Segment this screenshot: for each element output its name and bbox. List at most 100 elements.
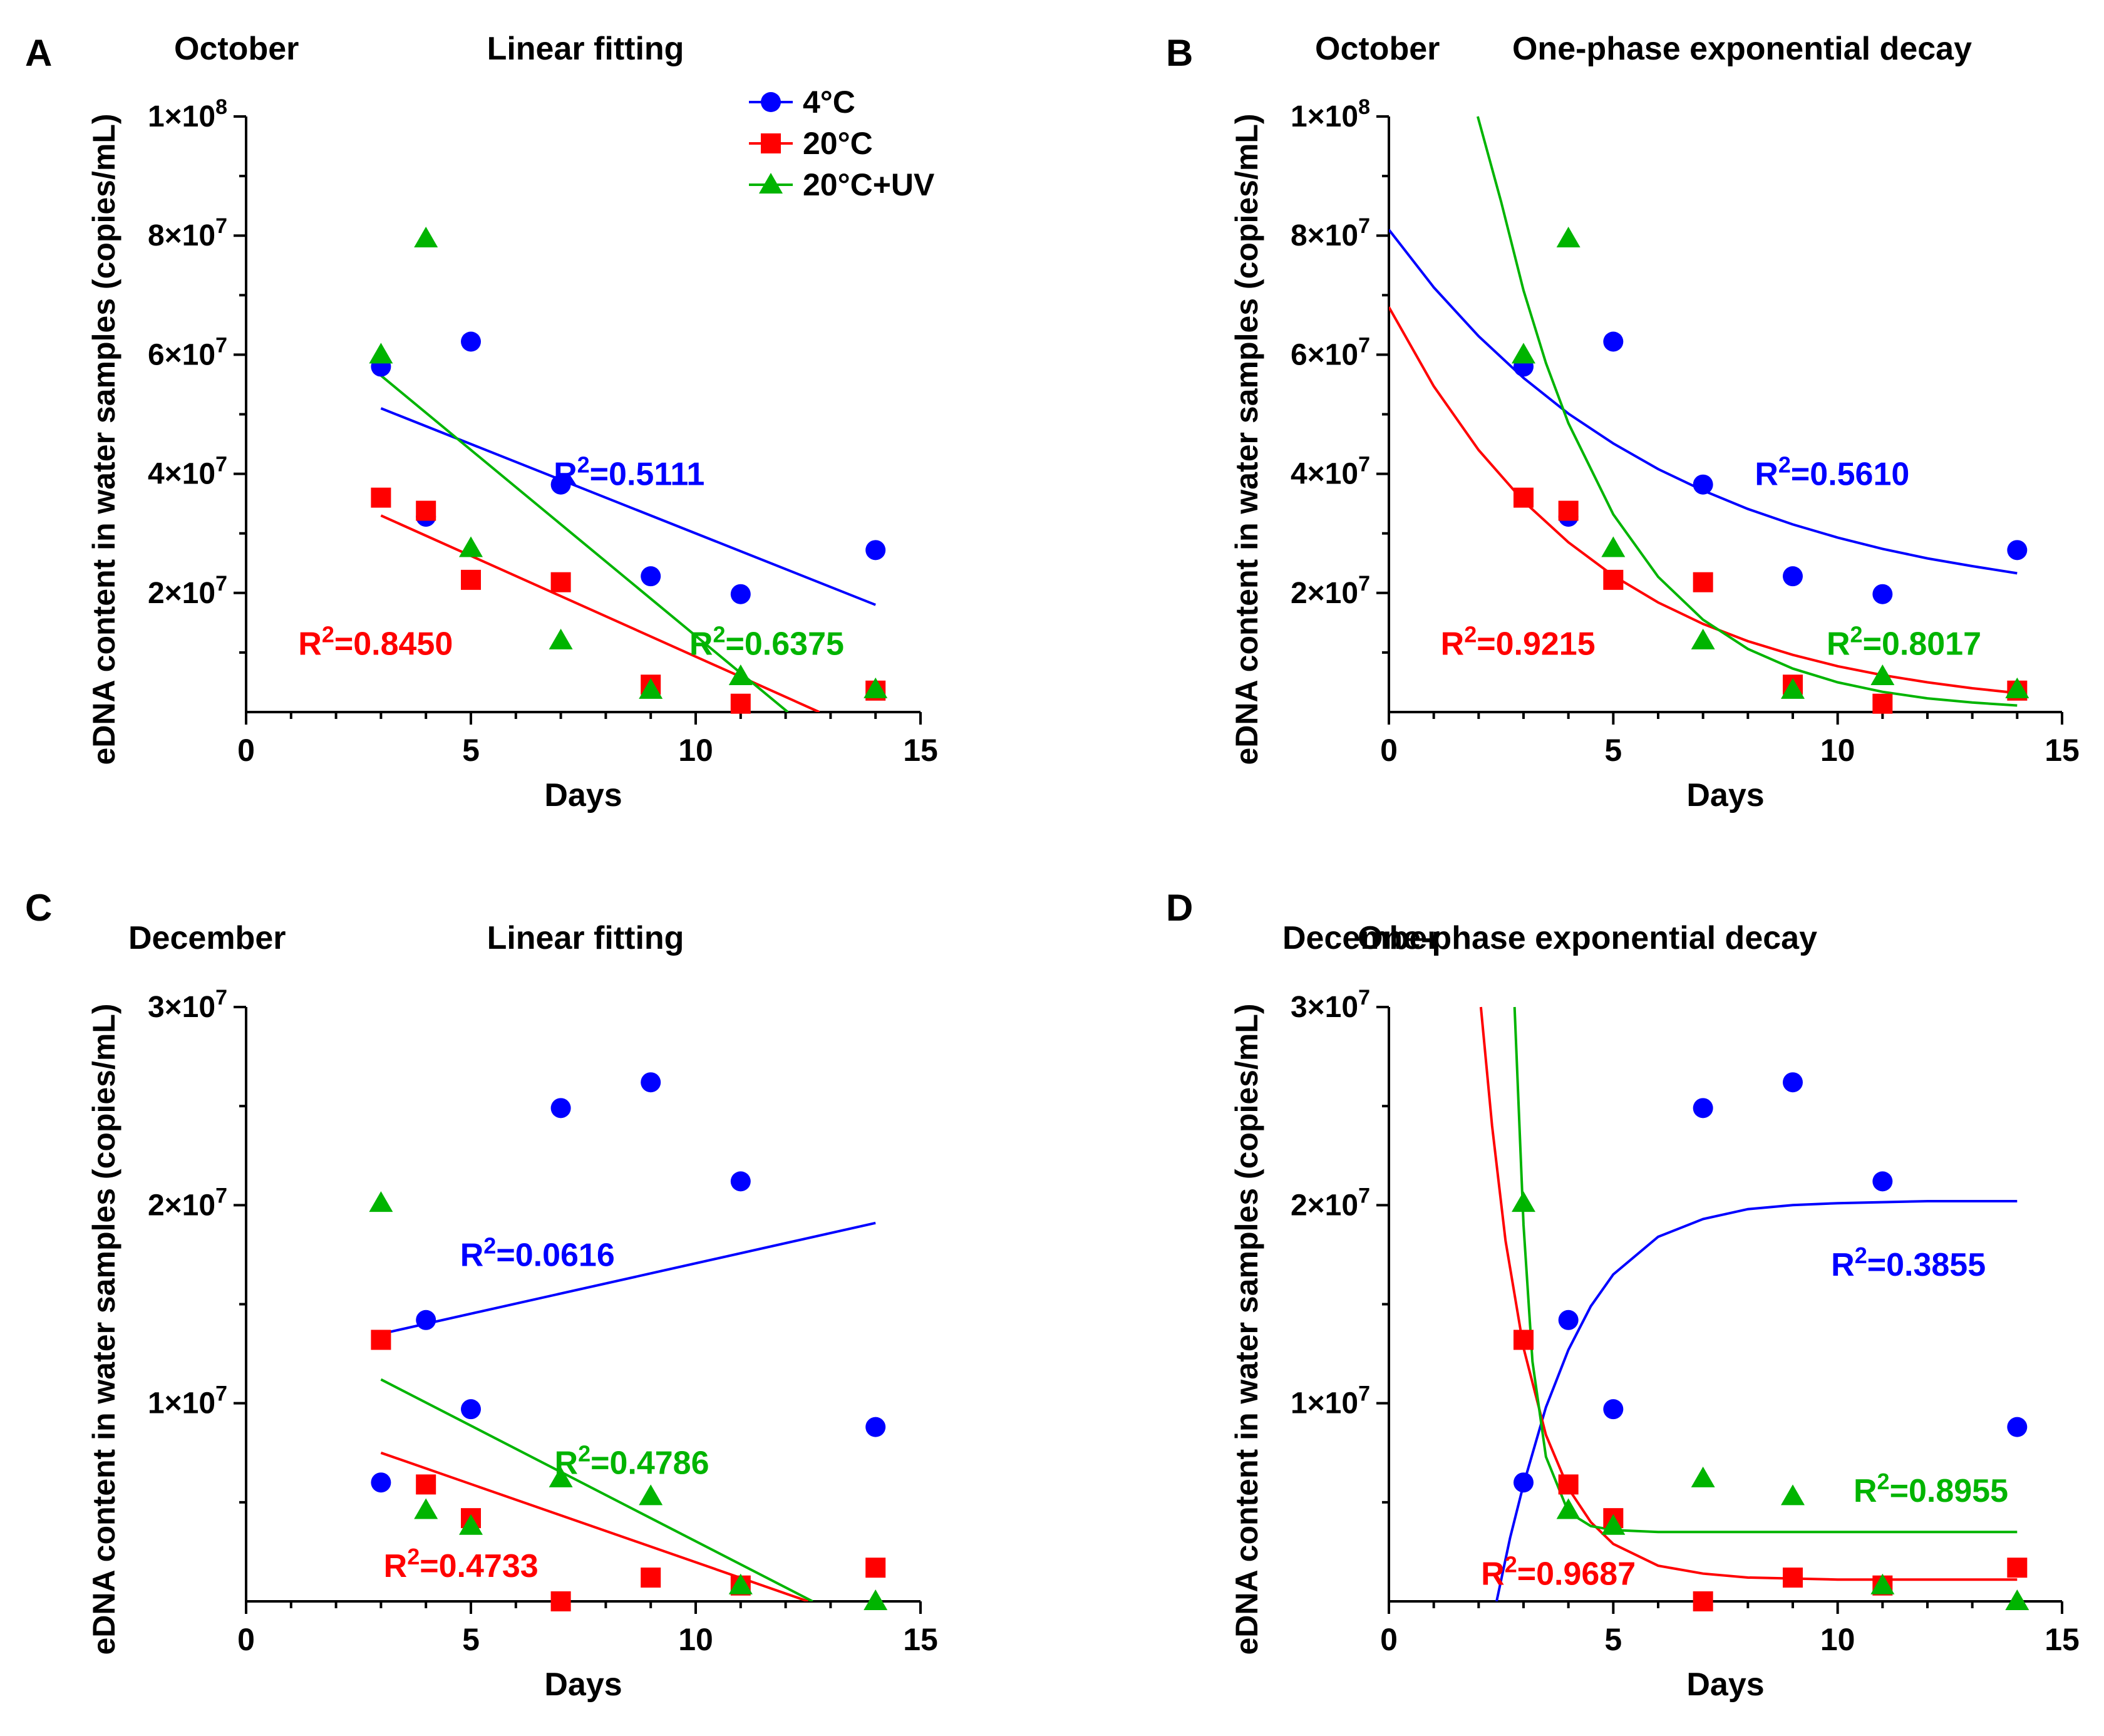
y-axis-label: eDNA content in water samples (copies/mL… (1229, 113, 1264, 765)
data-point (371, 1472, 391, 1493)
fit-curve-20°C (1389, 306, 2018, 695)
data-point (1693, 572, 1713, 592)
data-point (730, 693, 751, 714)
data-point (728, 664, 753, 685)
data-point (1781, 678, 1805, 699)
x-tick-label: 0 (1380, 733, 1398, 768)
data-point (459, 536, 483, 557)
data-point (550, 474, 571, 495)
x-tick-label: 10 (1820, 733, 1855, 768)
data-point (1514, 1472, 1534, 1493)
r2-label: R2=0.3855 (1831, 1243, 1986, 1283)
fit-curve-4°C (1389, 229, 2018, 575)
data-point (1603, 331, 1624, 352)
r2-label: R2=0.8017 (1827, 622, 1981, 663)
data-point (1783, 1072, 1803, 1093)
fit-curve-20°C+UV (380, 1378, 813, 1601)
data-point (1514, 487, 1534, 508)
panel-month: December (128, 920, 286, 956)
r2-label: R2=0.4733 (384, 1544, 539, 1584)
data-point (416, 500, 436, 521)
data-point (1556, 226, 1581, 247)
data-point (864, 677, 888, 698)
data-point (414, 226, 438, 247)
data-point (416, 1474, 436, 1495)
x-tick-label: 15 (903, 733, 938, 768)
data-point (730, 1171, 751, 1192)
y-tick-label: 2×107 (148, 572, 227, 610)
data-point (641, 1072, 661, 1093)
data-point (865, 1558, 886, 1578)
x-tick-label: 0 (237, 1622, 255, 1657)
x-tick-label: 15 (903, 1622, 938, 1657)
fit-curve-4°C (380, 407, 876, 606)
x-tick-label: 10 (678, 1622, 713, 1657)
r2-label: R2=0.9687 (1481, 1552, 1636, 1593)
panel-c: C December Linear fitting 0 5 10 15 1×107 2×107 3… (25, 887, 938, 1703)
x-tick-label: 5 (462, 1622, 480, 1657)
data-point (549, 1466, 573, 1487)
data-point (1514, 1330, 1534, 1350)
data-point (369, 1191, 393, 1212)
data-point (1693, 1098, 1713, 1119)
data-point (1556, 1498, 1581, 1519)
data-point (1783, 1568, 1803, 1588)
data-point (550, 1591, 571, 1611)
data-point (1601, 536, 1626, 557)
data-point (414, 1498, 438, 1519)
y-tick-label: 6×107 (148, 333, 227, 371)
r2-label: R2=0.6375 (689, 622, 844, 663)
panel-month: October (174, 31, 299, 67)
x-tick-label: 15 (2045, 733, 2080, 768)
legend-marker (761, 92, 781, 112)
data-point (728, 1573, 753, 1594)
data-point (1603, 569, 1624, 590)
data-point (461, 331, 481, 352)
panel-letter: D (1166, 887, 1193, 929)
data-point (1781, 1484, 1805, 1506)
legend-label: 20°C (803, 126, 873, 161)
data-point (416, 1310, 436, 1330)
x-tick-label: 10 (678, 733, 713, 768)
r2-label: R2=0.5610 (1755, 452, 1909, 493)
panel-letter: B (1166, 32, 1193, 74)
data-point (2005, 1589, 2029, 1610)
x-axis-label: Days (544, 777, 622, 814)
panel-title: One-phase exponential decay (1358, 920, 1817, 956)
data-point (1691, 1466, 1715, 1487)
x-tick-label: 0 (1380, 1622, 1398, 1657)
y-tick-label: 3×107 (1291, 986, 1370, 1024)
x-axis-label: Days (544, 1666, 622, 1703)
data-point (1558, 1474, 1579, 1495)
data-point (1693, 474, 1713, 495)
data-point (641, 566, 661, 587)
legend-label: 20°C+UV (803, 167, 935, 202)
fit-curve-20°C (1479, 1006, 2018, 1581)
data-point (1872, 1171, 1893, 1192)
y-tick-label: 8×107 (148, 214, 227, 252)
y-tick-label: 2×107 (1291, 1184, 1370, 1222)
panel-month: October (1315, 31, 1440, 67)
data-point (639, 1484, 663, 1506)
x-tick-label: 10 (1820, 1622, 1855, 1657)
legend-marker (759, 173, 783, 194)
data-point (371, 1330, 391, 1350)
y-axis-label: eDNA content in water samples (copies/mL… (1229, 1003, 1264, 1655)
data-point (2005, 677, 2029, 698)
data-point (1512, 343, 1535, 364)
data-point (730, 584, 751, 604)
data-point (2007, 1417, 2028, 1437)
x-tick-label: 0 (237, 733, 255, 768)
panel-title: Linear fitting (487, 31, 684, 67)
data-point (371, 487, 391, 508)
r2-label: R2=0.4786 (555, 1441, 709, 1482)
data-point (865, 1417, 886, 1437)
data-point (550, 1098, 571, 1119)
y-tick-label: 1×107 (148, 1382, 227, 1420)
data-point (1558, 1310, 1579, 1330)
panel-month: December (1282, 920, 1440, 956)
y-tick-label: 2×107 (148, 1184, 227, 1222)
y-tick-label: 3×107 (148, 986, 227, 1024)
